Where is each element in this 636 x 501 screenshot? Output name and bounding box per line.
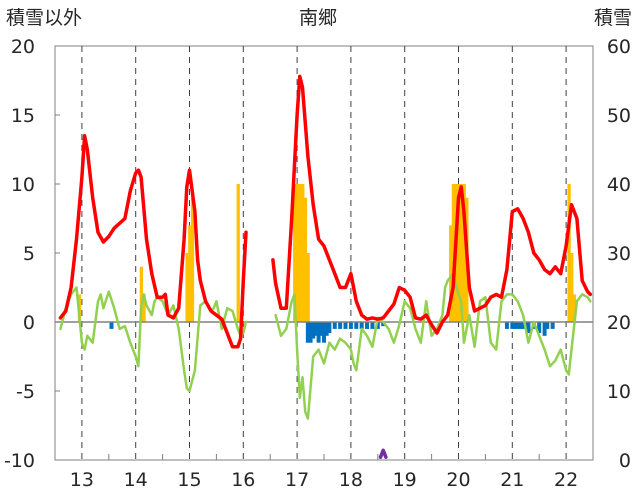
orange-bar: [306, 253, 310, 322]
blue-bar: [545, 322, 550, 329]
orange-bar: [236, 184, 240, 322]
x-tick-label: 17: [285, 469, 309, 491]
x-tick-label: 22: [554, 469, 578, 491]
orange-bar: [462, 184, 466, 322]
blue-bar: [515, 322, 520, 329]
blue-bar: [322, 322, 326, 343]
orange-bar: [459, 184, 464, 322]
red-series-line: [271, 74, 593, 335]
blue-bar: [521, 322, 526, 329]
orange-bar: [567, 184, 571, 322]
blue-bar: [381, 322, 386, 327]
orange-bar: [570, 253, 574, 322]
blue-bar: [311, 322, 316, 339]
y-right-tick-label: 60: [607, 36, 631, 58]
orange-bar: [188, 225, 192, 322]
blue-bar: [504, 322, 509, 329]
y-left-tick-label: -5: [16, 381, 35, 403]
blue-bar: [319, 322, 324, 336]
y-left-tick-label: -10: [4, 450, 35, 472]
blue-bar: [375, 322, 380, 329]
y-right-tick-label: 40: [607, 174, 631, 196]
orange-bar: [139, 266, 144, 322]
blue-bar: [510, 322, 515, 329]
orange-bar: [457, 184, 461, 322]
y-left-tick-label: 10: [11, 174, 35, 196]
y-right-tick-label: 20: [607, 312, 631, 334]
orange-bar: [293, 184, 297, 322]
blue-bar: [370, 322, 375, 329]
y-left-tick-label: 15: [11, 105, 35, 127]
x-tick-label: 21: [500, 469, 524, 491]
y-left-axis-title: 積雪以外: [6, 7, 82, 29]
blue-bar: [348, 322, 353, 329]
chart-title: 南郷: [299, 7, 337, 29]
y-right-tick-label: 50: [607, 105, 631, 127]
blue-bar: [324, 322, 329, 336]
blue-bar: [316, 322, 321, 343]
blue-bar: [526, 322, 531, 334]
orange-bar: [572, 294, 577, 322]
y-left-tick-label: 20: [11, 36, 35, 58]
blue-bar: [343, 322, 348, 329]
blue-bar: [354, 322, 359, 329]
y-right-axis-title: 積雪: [594, 7, 632, 29]
blue-bar: [518, 322, 523, 329]
blue-bar: [512, 322, 517, 329]
x-tick-label: 19: [393, 469, 417, 491]
orange-bar: [142, 294, 146, 322]
x-tick-label: 20: [446, 469, 470, 491]
blue-bar: [305, 322, 310, 343]
green-series-line: [274, 272, 592, 420]
x-tick-label: 14: [124, 469, 148, 491]
orange-bar: [298, 184, 302, 322]
blue-bar: [537, 322, 542, 334]
blue-bar: [332, 322, 337, 329]
blue-bar: [542, 322, 547, 336]
y-right-tick-label: 30: [607, 243, 631, 265]
orange-bar: [449, 225, 453, 322]
red-series-line: [58, 133, 248, 349]
orange-bar: [190, 197, 195, 322]
y-right-tick-label: 10: [607, 381, 631, 403]
x-tick-label: 13: [70, 469, 94, 491]
blue-bar: [327, 322, 332, 334]
blue-bar: [359, 322, 364, 329]
orange-bar: [303, 197, 308, 322]
orange-bar: [301, 184, 305, 322]
orange-bar: [185, 253, 189, 322]
blue-bar: [550, 322, 555, 329]
y-left-tick-label: 5: [23, 243, 35, 265]
x-tick-label: 18: [339, 469, 363, 491]
x-tick-label: 16: [231, 469, 255, 491]
green-series-line: [59, 286, 248, 393]
blue-bar: [308, 322, 313, 343]
y-right-tick-label: 0: [619, 450, 631, 472]
plot-frame: [54, 45, 594, 461]
blue-bar: [109, 322, 114, 329]
orange-bar: [295, 184, 300, 322]
blue-bar: [365, 322, 370, 329]
blue-bar: [313, 322, 318, 336]
blue-bar: [338, 322, 343, 329]
y-left-tick-label: 0: [23, 312, 35, 334]
orange-bar: [451, 184, 456, 322]
x-tick-label: 15: [177, 469, 201, 491]
purple-series-line: [378, 448, 388, 459]
